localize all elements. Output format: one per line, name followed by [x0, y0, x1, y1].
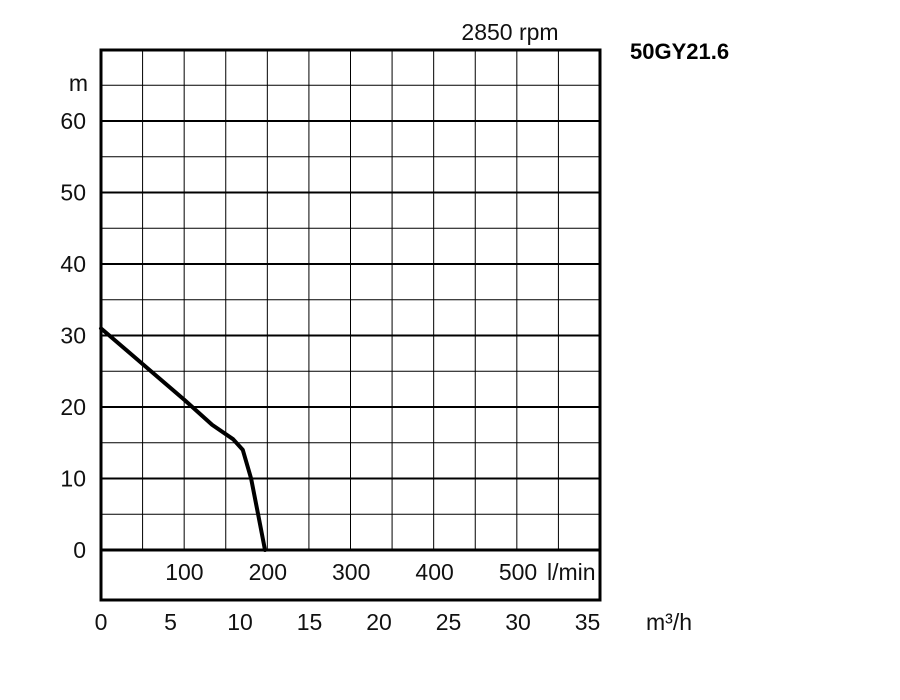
lpm-tick-label: 200	[249, 559, 287, 585]
speed-label: 2850 rpm	[461, 19, 558, 45]
x-tick-label: 15	[297, 609, 323, 635]
x-tick-labels-lpm: 100 200 300 400 500	[165, 559, 537, 585]
x-tick-label: 35	[575, 609, 601, 635]
x-tick-label: 5	[164, 609, 177, 635]
x-tick-label: 10	[227, 609, 253, 635]
model-title: 50GY21.6	[630, 39, 729, 64]
x-tick-label: 25	[436, 609, 462, 635]
x-axis-unit: m³/h	[646, 609, 692, 635]
x-tick-label: 0	[95, 609, 108, 635]
x-tick-labels-m3h: 0 5 10 15 20 25 30 35	[95, 609, 601, 635]
y-tick-label: 40	[60, 251, 86, 277]
y-tick-label: 60	[60, 108, 86, 134]
flow-lpm-unit: l/min	[547, 559, 596, 585]
lpm-tick-label: 500	[499, 559, 537, 585]
y-tick-label: 50	[60, 180, 86, 206]
plot-frame	[99, 48, 602, 602]
grid-lines	[101, 50, 600, 550]
y-tick-label: 10	[60, 466, 86, 492]
lpm-tick-label: 100	[165, 559, 203, 585]
lpm-tick-label: 300	[332, 559, 370, 585]
performance-curve	[99, 326, 267, 552]
x-tick-label: 20	[366, 609, 392, 635]
y-tick-label: 0	[73, 537, 86, 563]
y-tick-label: 30	[60, 323, 86, 349]
y-axis-unit: m	[69, 70, 88, 96]
y-tick-label: 20	[60, 394, 86, 420]
x-tick-label: 30	[505, 609, 531, 635]
lpm-tick-label: 400	[415, 559, 453, 585]
y-tick-labels: 0 10 20 30 40 50 60	[60, 108, 86, 563]
